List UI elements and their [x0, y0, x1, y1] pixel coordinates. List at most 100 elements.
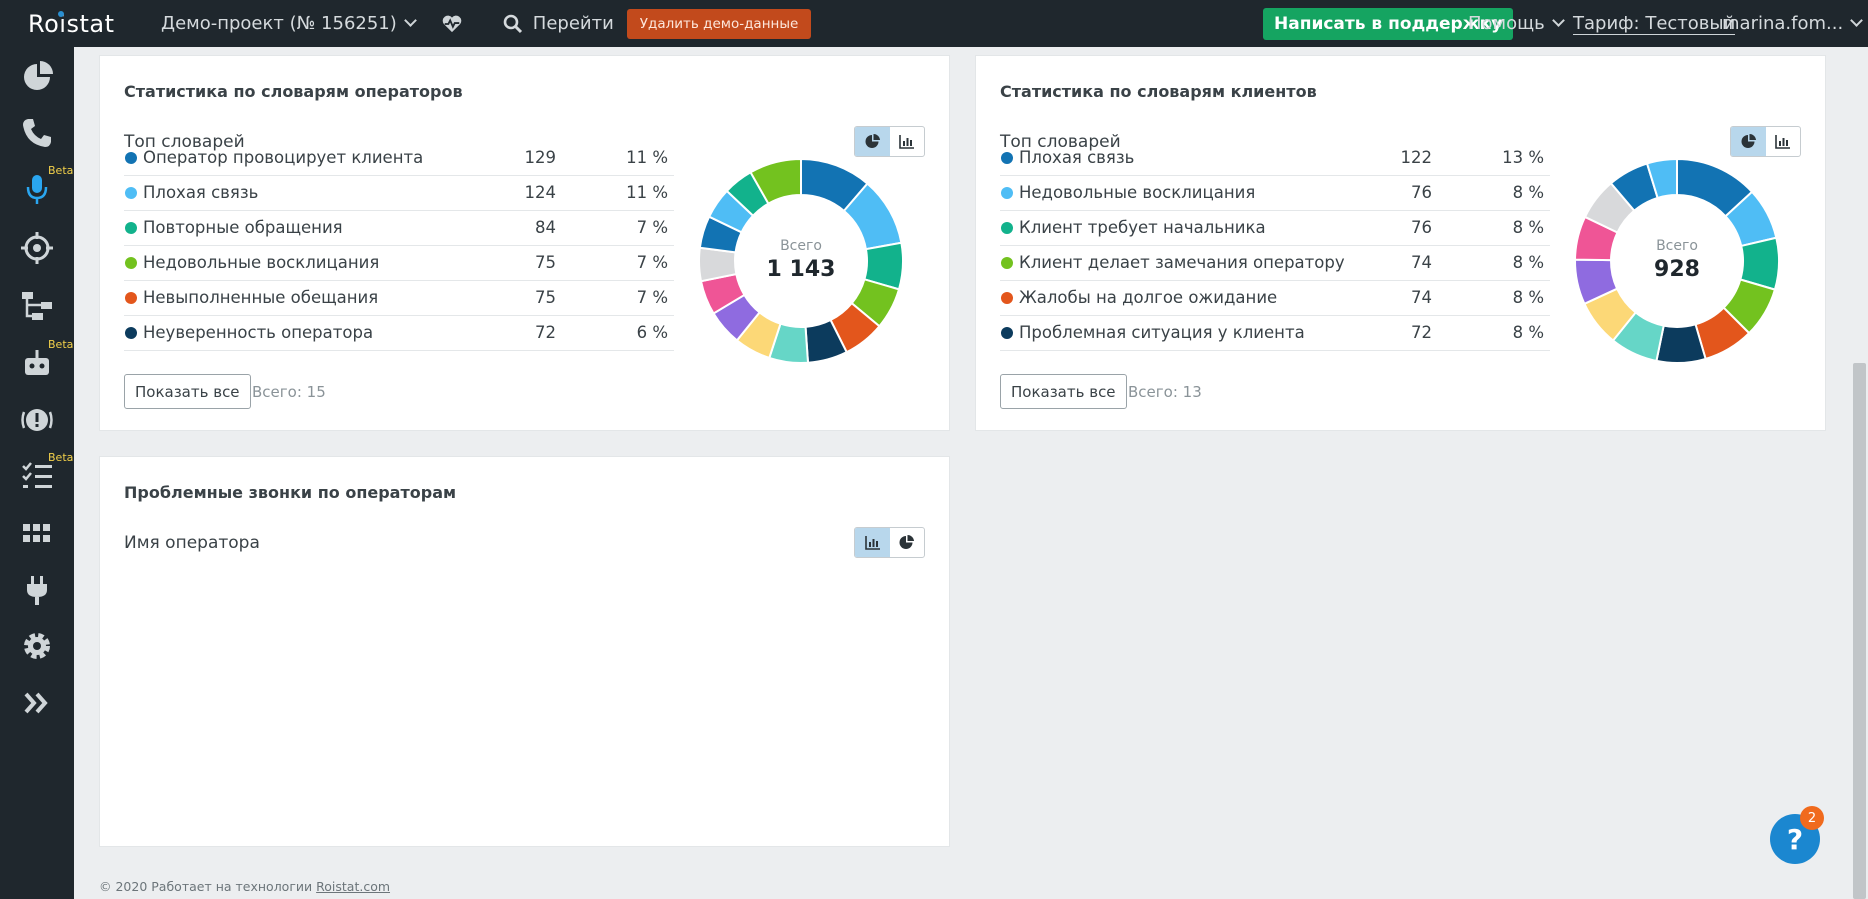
sidebar-item-analytics[interactable]: [0, 54, 74, 100]
logo[interactable]: Roistat: [28, 9, 115, 38]
dictionary-name: Неуверенность оператора: [143, 323, 374, 342]
chevron-down-icon: [1551, 14, 1565, 27]
scrollbar-thumb[interactable]: [1853, 363, 1866, 899]
panel-subtitle: Топ словарей: [124, 132, 245, 152]
bar-view-button[interactable]: [890, 127, 925, 156]
help-chat-button[interactable]: ?: [1770, 814, 1820, 864]
legend-dot: [1001, 257, 1013, 269]
bar-view-button[interactable]: [1766, 127, 1801, 156]
panel-title: Статистика по словарям операторов: [124, 82, 463, 101]
dictionary-percent: 7 %: [636, 218, 668, 237]
legend-dot: [125, 187, 137, 199]
panel-title: Статистика по словарям клиентов: [1000, 82, 1317, 101]
dictionary-count: 74: [1411, 253, 1432, 272]
dictionary-row: Жалобы на долгое ожидание 74 8 %: [1000, 281, 1550, 316]
notification-badge: 2: [1800, 806, 1824, 830]
dictionary-row: Невыполненные обещания 75 7 %: [124, 281, 674, 316]
donut-slice[interactable]: [1645, 157, 1678, 200]
donut-center-label: Всего 1 143: [696, 238, 906, 282]
dictionary-percent: 8 %: [1512, 323, 1544, 342]
help-menu[interactable]: Помощь: [1468, 0, 1565, 47]
dictionary-row: Оператор провоцирует клиента 129 11 %: [124, 141, 674, 176]
sidebar-item-flow[interactable]: [0, 282, 74, 328]
sidebar-expand-button[interactable]: [0, 680, 74, 726]
legend-dot: [125, 292, 137, 304]
dictionary-row: Недовольные восклицания 75 7 %: [124, 246, 674, 281]
problem-calls-panel: Проблемные звонки по операторам Имя опер…: [99, 456, 950, 847]
total-count: Всего: 15: [252, 383, 326, 401]
sidebar-item-target[interactable]: [0, 225, 74, 271]
donut-slice[interactable]: [1655, 323, 1707, 364]
top-bar: Roistat Демо-проект (№ 156251) Перейти У…: [0, 0, 1868, 47]
dictionary-percent: 8 %: [1512, 183, 1544, 202]
chevron-down-icon: [1850, 14, 1864, 27]
clients-donut-chart: [1573, 157, 1780, 364]
sidebar-item-calls[interactable]: [0, 110, 74, 156]
dictionary-percent: 8 %: [1512, 288, 1544, 307]
plug-icon: [27, 576, 47, 605]
view-toggle: [854, 527, 925, 558]
legend-dot: [125, 257, 137, 269]
sidebar-item-alerts[interactable]: [0, 397, 74, 443]
dictionary-row: Плохая связь 122 13 %: [1000, 141, 1550, 176]
donut-total-caption: Всего: [1656, 238, 1698, 254]
pie-view-button[interactable]: [1731, 127, 1766, 156]
dictionary-name: Проблемная ситуация у клиента: [1019, 323, 1305, 342]
panel-subtitle: Топ словарей: [1000, 132, 1121, 152]
alert-icon: [21, 409, 53, 431]
dictionary-count: 75: [535, 253, 556, 272]
show-all-button[interactable]: Показать все: [124, 374, 251, 409]
goto-button[interactable]: Перейти: [532, 13, 614, 34]
sidebar-item-bots[interactable]: Beta: [0, 338, 74, 386]
sidebar-item-checklist[interactable]: Beta: [0, 451, 74, 499]
dictionary-count: 75: [535, 288, 556, 307]
microphone-icon: [26, 175, 48, 204]
user-menu[interactable]: marina.fom...: [1722, 0, 1864, 47]
dictionary-name: Клиент делает замечания оператору: [1019, 253, 1345, 272]
pie-view-button[interactable]: [890, 528, 925, 557]
dictionary-percent: 7 %: [636, 288, 668, 307]
legend-dot: [125, 222, 137, 234]
checklist-icon: [22, 462, 52, 488]
heart-pulse-icon[interactable]: [441, 14, 463, 34]
beta-badge: Beta: [48, 451, 74, 464]
gear-icon: [24, 633, 50, 659]
view-toggle: [854, 126, 925, 157]
dictionary-count: 76: [1411, 218, 1432, 237]
bar-chart-icon: [1775, 135, 1791, 149]
bar-view-button[interactable]: [855, 528, 890, 557]
tariff-link[interactable]: Тариф: Тестовый: [1573, 13, 1736, 35]
dictionary-count: 76: [1411, 183, 1432, 202]
dictionary-count: 74: [1411, 288, 1432, 307]
legend-dot: [1001, 187, 1013, 199]
project-selector[interactable]: Демо-проект (№ 156251): [161, 0, 417, 47]
operators-donut-chart: [698, 157, 904, 364]
panel-title: Проблемные звонки по операторам: [124, 483, 457, 502]
sidebar-item-speech[interactable]: Beta: [0, 164, 74, 212]
sidebar-item-integrations[interactable]: [0, 567, 74, 613]
donut-total-caption: Всего: [780, 238, 822, 254]
legend-dot: [1001, 222, 1013, 234]
flow-icon: [22, 292, 52, 320]
sidebar-item-settings[interactable]: [0, 623, 74, 669]
show-all-button[interactable]: Показать все: [1000, 374, 1127, 409]
donut-slice[interactable]: [749, 157, 802, 205]
delete-demo-button[interactable]: Удалить демо-данные: [626, 8, 812, 39]
pie-chart-icon: [899, 535, 915, 549]
search-icon[interactable]: [503, 14, 523, 34]
pie-view-button[interactable]: [855, 127, 890, 156]
sidebar-item-apps[interactable]: [0, 510, 74, 556]
dictionary-name: Повторные обращения: [143, 218, 343, 237]
clients-dictionary-panel: Статистика по словарям клиентов Топ слов…: [975, 55, 1826, 431]
support-button[interactable]: Написать в поддержку: [1263, 8, 1514, 40]
legend-dot: [1001, 327, 1013, 339]
phone-icon: [23, 119, 51, 147]
beta-badge: Beta: [48, 338, 74, 351]
dictionary-percent: 8 %: [1512, 253, 1544, 272]
dictionary-percent: 11 %: [626, 183, 668, 202]
robot-icon: [25, 350, 49, 375]
dictionary-percent: 7 %: [636, 253, 668, 272]
dictionary-name: Плохая связь: [143, 183, 259, 202]
footer: © 2020 Работает на технологии Roistat.co…: [99, 879, 391, 894]
roistat-link[interactable]: Roistat.com: [316, 879, 391, 894]
